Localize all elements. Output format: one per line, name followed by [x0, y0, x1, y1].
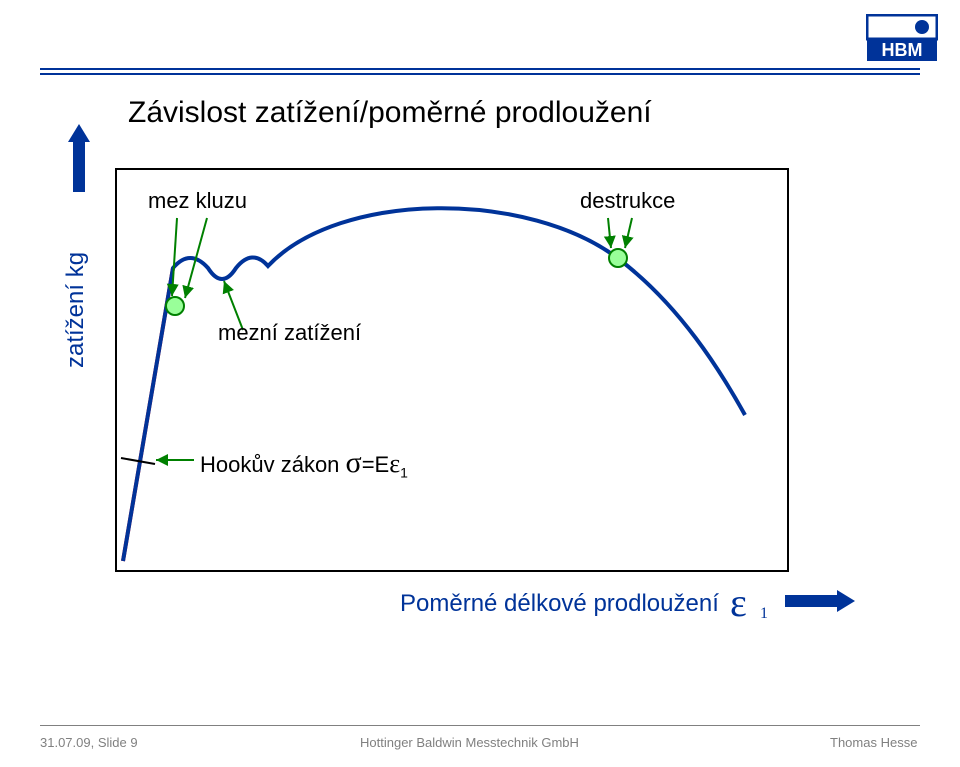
- x-epsilon: ε: [730, 579, 747, 626]
- x-epsilon-sub: 1: [760, 605, 768, 623]
- top-rule-2: [40, 73, 920, 75]
- eq-text: =E: [362, 452, 390, 477]
- eps-symbol: ε: [389, 449, 400, 478]
- label-mez-kluzu: mez kluzu: [148, 188, 247, 214]
- chart-frame: [115, 168, 789, 572]
- footer-right: Thomas Hesse: [830, 735, 917, 750]
- y-axis-label: zatížení kg: [62, 252, 90, 368]
- label-destrukce: destrukce: [580, 188, 675, 214]
- x-arrow-shape: [785, 590, 855, 612]
- label-mezni: mezní zatížení: [218, 320, 361, 346]
- footer-left: 31.07.09, Slide 9: [40, 735, 138, 750]
- footer-center: Hottinger Baldwin Messtechnik GmbH: [360, 735, 579, 750]
- slide-title: Závislost zatížení/poměrné prodloužení: [128, 96, 652, 130]
- top-rule-1: [40, 68, 920, 70]
- footer-rule: [40, 725, 920, 726]
- hooke-text: Hookův zákon: [200, 452, 346, 477]
- sigma-symbol: σ: [346, 446, 362, 479]
- label-hooke: Hookův zákon σ=Eε1: [200, 446, 408, 480]
- x-axis-label: Poměrné délkové prodloužení: [400, 590, 719, 618]
- logo-text: HBM: [882, 40, 923, 60]
- hbm-logo: HBM: [866, 14, 938, 69]
- y-arrow-shape: [68, 124, 90, 192]
- eps-subscript: 1: [400, 464, 408, 480]
